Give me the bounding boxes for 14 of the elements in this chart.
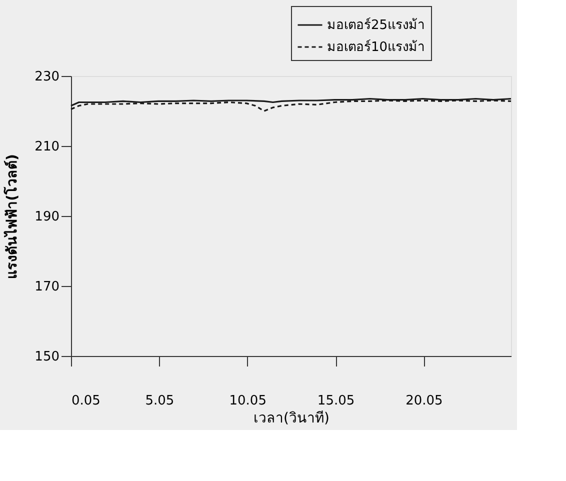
y-tick-label: 150 <box>34 350 60 364</box>
legend-label: มอเตอร์10แรงม้า <box>327 39 425 55</box>
x-tick-label: 5.05 <box>145 394 174 408</box>
y-tick-label: 210 <box>34 140 60 154</box>
x-tick-label: 20.05 <box>406 394 443 408</box>
x-tick-label: 0.05 <box>72 394 100 408</box>
x-tick-label: 10.05 <box>229 394 266 408</box>
y-tick-label: 230 <box>34 70 60 84</box>
y-tick-label: 170 <box>34 280 60 294</box>
legend-label: มอเตอร์25แรงม้า <box>327 17 425 33</box>
y-axis-title: แรงดันไฟฟ้า(โวลต์) <box>2 154 21 279</box>
x-tick-label: 15.05 <box>317 394 355 408</box>
y-tick-label: 190 <box>34 210 60 224</box>
x-axis-title: เวลา(วินาที) <box>254 410 330 426</box>
